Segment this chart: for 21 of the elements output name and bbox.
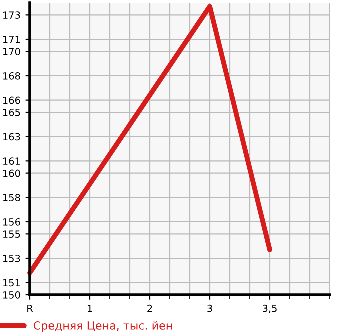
y-tick-label: 168 [3,72,20,80]
y-tick-label: 158 [3,194,20,202]
y-tick-label: 166 [3,96,20,104]
y-tick-label: 151 [3,279,20,287]
x-tick-label: 2 [148,304,152,312]
y-tick-label: 170 [3,48,20,56]
y-tick-label: 156 [3,218,20,226]
y-tick-label: 153 [3,254,20,262]
x-tick-label: R [28,305,34,312]
y-tick-label: 155 [3,230,20,238]
y-tick-label: 150 [3,291,20,299]
x-tick-label: 3 [208,304,212,312]
y-tick-label: 160 [3,170,20,178]
y-tick-label: 171 [3,36,20,44]
x-tick-label: 3,5 [263,304,277,314]
x-tick-label: 1 [88,305,92,312]
y-tick-label: 161 [3,158,20,165]
legend-label: Средняя Цена, тыс. йен [34,321,172,332]
y-tick-label: 165 [3,108,20,116]
y-tick-label: 173 [3,12,20,19]
y-tick-label: 163 [3,133,20,141]
